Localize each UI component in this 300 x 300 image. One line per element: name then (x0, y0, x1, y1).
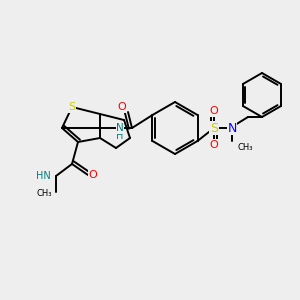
Text: CH₃: CH₃ (37, 188, 52, 197)
Text: N: N (227, 122, 237, 134)
Text: HN: HN (36, 171, 51, 181)
Text: O: O (210, 106, 218, 116)
Text: S: S (68, 102, 76, 112)
Text: O: O (118, 102, 126, 112)
Text: S: S (210, 122, 218, 134)
Text: O: O (210, 140, 218, 150)
Text: CH₃: CH₃ (238, 142, 254, 152)
Text: H: H (116, 131, 124, 141)
Text: N: N (116, 123, 124, 133)
Text: O: O (88, 170, 98, 180)
